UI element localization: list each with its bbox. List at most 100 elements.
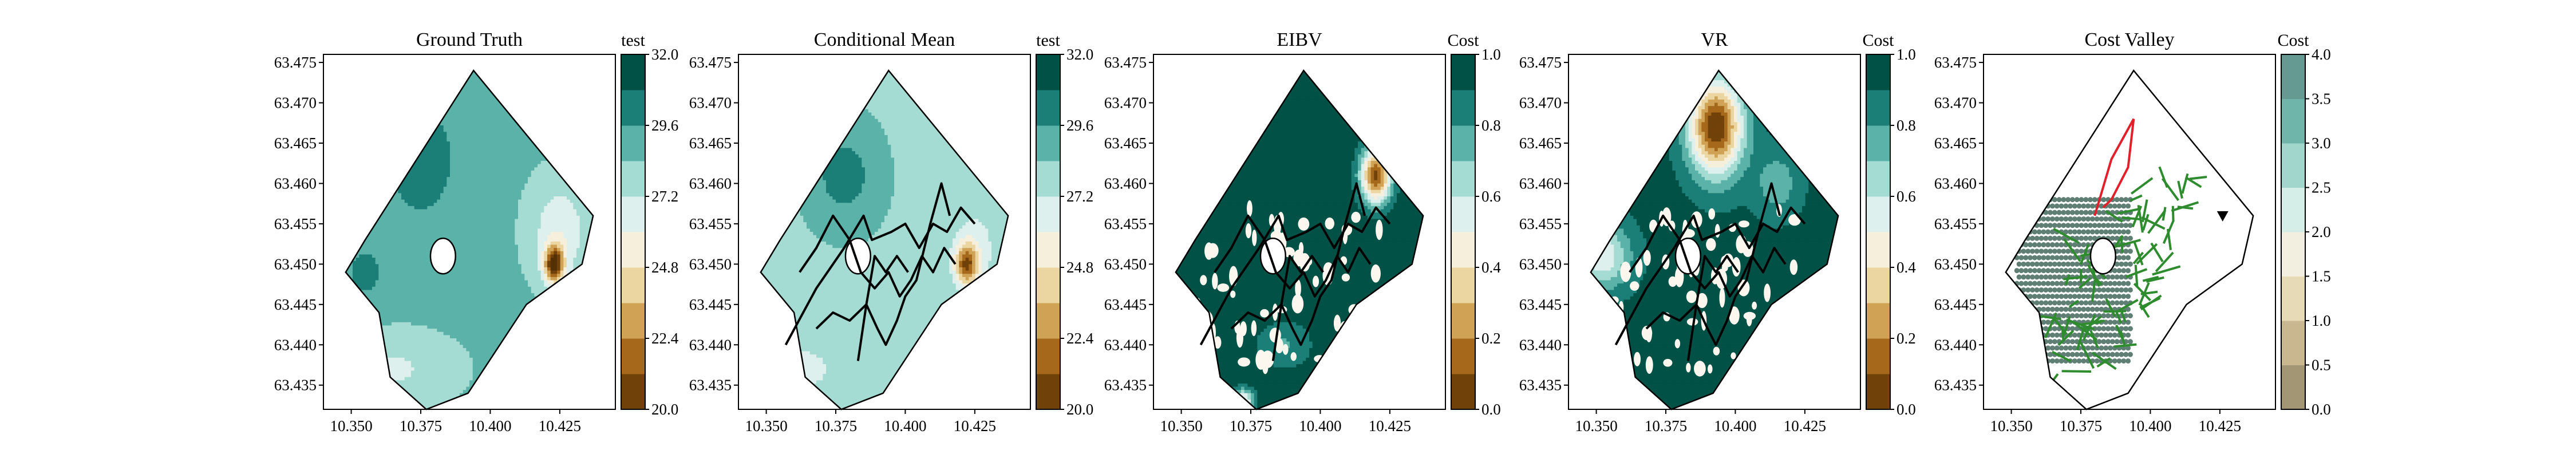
x-tick-label: 10.400 xyxy=(1714,417,1756,435)
colorbar-tick-label: 32.0 xyxy=(651,46,678,63)
colorbar-tick-label: 0.4 xyxy=(1481,259,1501,276)
y-tick-label: 63.440 xyxy=(1934,336,1977,353)
x-tick-label: 10.375 xyxy=(2060,417,2102,435)
domain-boundary xyxy=(2005,69,2254,410)
planned-path xyxy=(2093,118,2135,216)
colorbar-tick-label: 2.5 xyxy=(2312,179,2331,196)
axes-frame xyxy=(738,54,1031,410)
x-tick-label: 10.375 xyxy=(1230,417,1272,435)
colorbar-tick-label: 0.5 xyxy=(2312,357,2331,374)
colorbar-tick-label: 0.6 xyxy=(1897,188,1916,205)
panel-title: VR xyxy=(1701,29,1728,50)
field-fill xyxy=(345,70,594,409)
sampling-path xyxy=(815,182,951,346)
y-tick-label: 63.470 xyxy=(1104,94,1147,112)
colorbar-tick-label: 1.0 xyxy=(1481,46,1501,63)
y-tick-label: 63.450 xyxy=(689,255,732,273)
y-tick-label: 63.435 xyxy=(1519,377,1562,394)
x-tick-label: 10.400 xyxy=(2129,417,2171,435)
colorbar-tick-label: 29.6 xyxy=(1066,117,1093,134)
colorbar-tick-label: 20.0 xyxy=(651,401,678,418)
panel-2: Conditional Mean 10.350 10.375 10.400 10.425… xyxy=(689,29,1094,435)
island-hole xyxy=(429,238,456,275)
x-tick-label: 10.425 xyxy=(954,417,996,435)
colorbar-tick-label: 0.4 xyxy=(1897,259,1916,276)
x-tick-label: 10.400 xyxy=(469,417,511,435)
colorbar-title: test xyxy=(1036,31,1060,50)
x-tick-label: 10.400 xyxy=(1299,417,1341,435)
x-tick-label: 10.400 xyxy=(884,417,926,435)
sampling-path xyxy=(1614,206,1806,346)
x-tick-label: 10.350 xyxy=(330,417,372,435)
y-tick-label: 63.470 xyxy=(689,94,732,112)
colorbar-tick-label: 2.0 xyxy=(2312,223,2331,240)
y-tick-label: 63.460 xyxy=(1519,175,1562,192)
axes-frame xyxy=(323,54,616,410)
colorbar-tick-label: 32.0 xyxy=(1066,46,1093,63)
x-tick-label: 10.375 xyxy=(815,417,857,435)
y-tick-label: 63.435 xyxy=(689,377,732,394)
colorbar-tick-label: 4.0 xyxy=(2312,46,2331,63)
colorbar-title: Cost xyxy=(1447,31,1479,50)
axes-frame xyxy=(1568,54,1861,410)
sampling-path xyxy=(784,206,976,346)
colorbar-tick-label: 0.2 xyxy=(1897,330,1916,347)
y-tick-label: 63.455 xyxy=(1519,215,1562,232)
x-tick-label: 10.350 xyxy=(745,417,787,435)
x-tick-label: 10.350 xyxy=(1575,417,1617,435)
y-tick-label: 63.465 xyxy=(1519,135,1562,152)
y-tick-label: 63.475 xyxy=(689,54,732,71)
y-tick-label: 63.450 xyxy=(1934,255,1977,273)
sampling-path xyxy=(1214,214,1372,298)
y-tick-label: 63.445 xyxy=(1519,296,1562,313)
colorbar-tick-label: 29.6 xyxy=(651,117,678,134)
y-tick-label: 63.455 xyxy=(1104,215,1147,232)
x-tick-label: 10.425 xyxy=(1369,417,1411,435)
y-tick-label: 63.470 xyxy=(274,94,317,112)
y-tick-label: 63.465 xyxy=(274,135,317,152)
y-tick-label: 63.460 xyxy=(1104,175,1147,192)
colorbar-tick-label: 0.8 xyxy=(1897,117,1916,134)
sampling-path xyxy=(1686,255,1739,361)
colorbar-title: test xyxy=(621,31,645,50)
x-tick-label: 10.425 xyxy=(2199,417,2241,435)
island-hole xyxy=(1259,238,1286,275)
y-tick-label: 63.460 xyxy=(1934,175,1977,192)
axes-frame xyxy=(1983,54,2276,410)
field-fill xyxy=(1590,70,1839,409)
domain-boundary xyxy=(1175,69,1424,410)
y-tick-label: 63.470 xyxy=(1934,94,1977,112)
y-tick-label: 63.445 xyxy=(1934,296,1977,313)
panel-title: Conditional Mean xyxy=(814,29,955,50)
sampling-path xyxy=(856,255,909,361)
island-hole xyxy=(1674,238,1701,275)
axes-frame xyxy=(1153,54,1446,410)
colorbar-tick-label: 1.0 xyxy=(2312,312,2331,329)
colorbar-tick-label: 1.5 xyxy=(2312,268,2331,285)
domain-boundary xyxy=(760,69,1009,410)
domain-boundary xyxy=(345,69,594,410)
y-tick-label: 63.475 xyxy=(1519,54,1562,71)
y-tick-label: 63.440 xyxy=(274,336,317,353)
y-tick-label: 63.475 xyxy=(1104,54,1147,71)
panel-title: Ground Truth xyxy=(416,29,523,50)
colorbar-tick-label: 0.6 xyxy=(1481,188,1501,205)
y-tick-label: 63.465 xyxy=(689,135,732,152)
colorbar-tick-label: 0.8 xyxy=(1481,117,1501,134)
y-tick-label: 63.440 xyxy=(1519,336,1562,353)
colorbar-tick-label: 24.8 xyxy=(651,259,678,276)
y-tick-label: 63.455 xyxy=(274,215,317,232)
y-tick-label: 63.445 xyxy=(274,296,317,313)
x-tick-label: 10.375 xyxy=(400,417,442,435)
colorbar-tick-label: 27.2 xyxy=(651,188,678,205)
panel-4: VR 10.350 10.375 10.400 10.425 63.435 63.440 63… xyxy=(1519,29,1917,435)
y-tick-label: 63.475 xyxy=(1934,54,1977,71)
sampling-path xyxy=(1230,182,1366,346)
sampling-path xyxy=(1199,206,1391,346)
island-hole xyxy=(844,238,871,275)
panel-5: Cost Valley 10.350 10.375 10.400 10.425 63.43… xyxy=(1934,29,2331,435)
y-tick-label: 63.465 xyxy=(1104,135,1147,152)
